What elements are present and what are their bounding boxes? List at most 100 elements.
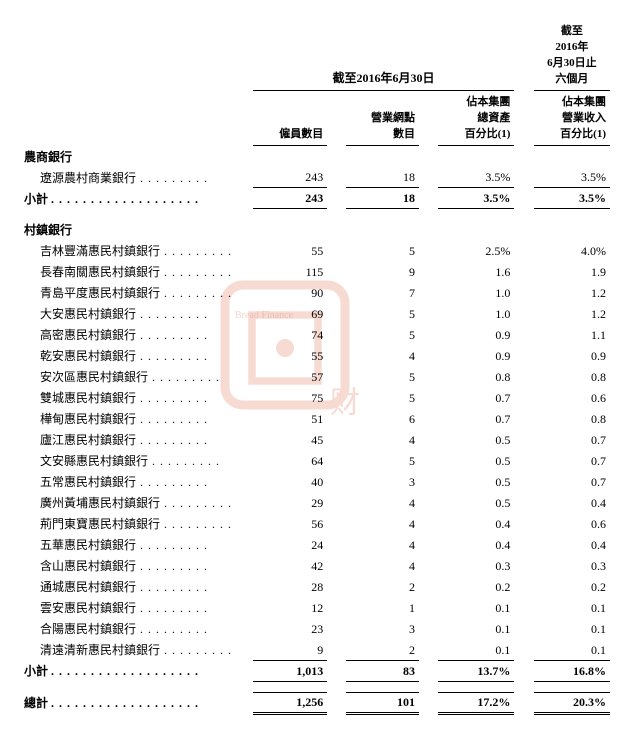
table-row: 雙城惠民村鎮銀行 . . . . . . . . . 75 5 0.7 0.6 bbox=[20, 387, 610, 408]
cell-v4: 0.1 bbox=[534, 618, 610, 639]
cell-v4: 0.4 bbox=[534, 492, 610, 513]
col3-header: 佔本集團總資產百分比(1) bbox=[438, 91, 514, 146]
row-label: 廬江惠民村鎮銀行 . . . . . . . . . bbox=[20, 429, 253, 450]
cell-v4: 0.9 bbox=[534, 345, 610, 366]
cell-v2: 4 bbox=[346, 492, 418, 513]
row-label: 雙城惠民村鎮銀行 . . . . . . . . . bbox=[20, 387, 253, 408]
table-row: 樺甸惠民村鎮銀行 . . . . . . . . . 51 6 0.7 0.8 bbox=[20, 408, 610, 429]
row-label: 廣州黃埔惠民村鎮銀行 . . . . . . . . . bbox=[20, 492, 253, 513]
cell-v1: 55 bbox=[253, 240, 328, 261]
cell-v1: 243 bbox=[253, 167, 328, 188]
table-row: 長春南關惠民村鎮銀行 . . . . . . . . . 115 9 1.6 1… bbox=[20, 261, 610, 282]
cell-v3: 0.4 bbox=[438, 513, 514, 534]
cell-v2: 4 bbox=[346, 555, 418, 576]
cell-v2: 5 bbox=[346, 387, 418, 408]
row-label: 五華惠民村鎮銀行 . . . . . . . . . bbox=[20, 534, 253, 555]
subtotal-label: 總計 . . . . . . . . . . . . . . . . . . . bbox=[20, 692, 253, 713]
cell-v3: 1.0 bbox=[438, 282, 514, 303]
cell-v1: 24 bbox=[253, 534, 328, 555]
cell-v2: 5 bbox=[346, 303, 418, 324]
cell-v1: 29 bbox=[253, 492, 328, 513]
table-row: 含山惠民村鎮銀行 . . . . . . . . . 42 4 0.3 0.3 bbox=[20, 555, 610, 576]
cell-v2: 3 bbox=[346, 471, 418, 492]
cell-v1: 51 bbox=[253, 408, 328, 429]
cell-v1: 56 bbox=[253, 513, 328, 534]
table-row: 高密惠民村鎮銀行 . . . . . . . . . 74 5 0.9 1.1 bbox=[20, 324, 610, 345]
cell-v3: 1.6 bbox=[438, 261, 514, 282]
cell-v2: 2 bbox=[346, 576, 418, 597]
cell-v4: 1.9 bbox=[534, 261, 610, 282]
row-label: 文安縣惠民村鎮銀行 . . . . . . . . . bbox=[20, 450, 253, 471]
subtotal-label: 小計 . . . . . . . . . . . . . . . . . . . bbox=[20, 660, 253, 681]
cell-v4: 0.3 bbox=[534, 555, 610, 576]
row-label: 吉林豐滿惠民村鎮銀行 . . . . . . . . . bbox=[20, 240, 253, 261]
cell-v4: 0.7 bbox=[534, 450, 610, 471]
cell-v1: 23 bbox=[253, 618, 328, 639]
cell-v3: 3.5% bbox=[438, 167, 514, 188]
cell-v4: 0.6 bbox=[534, 387, 610, 408]
row-label: 雲安惠民村鎮銀行 . . . . . . . . . bbox=[20, 597, 253, 618]
table-row: 雲安惠民村鎮銀行 . . . . . . . . . 12 1 0.1 0.1 bbox=[20, 597, 610, 618]
table-row: 大安惠民村鎮銀行 . . . . . . . . . 69 5 1.0 1.2 bbox=[20, 303, 610, 324]
table-row: 安次區惠民村鎮銀行 . . . . . . . . . 57 5 0.8 0.8 bbox=[20, 366, 610, 387]
table-row: 吉林豐滿惠民村鎮銀行 . . . . . . . . . 55 5 2.5% 4… bbox=[20, 240, 610, 261]
cell-v2: 4 bbox=[346, 345, 418, 366]
table-row: 合陽惠民村鎮銀行 . . . . . . . . . 23 3 0.1 0.1 bbox=[20, 618, 610, 639]
cell-v2: 9 bbox=[346, 261, 418, 282]
cell-v2: 1 bbox=[346, 597, 418, 618]
table-row: 乾安惠民村鎮銀行 . . . . . . . . . 55 4 0.9 0.9 bbox=[20, 345, 610, 366]
cell-v3: 0.9 bbox=[438, 324, 514, 345]
cell-v3: 0.2 bbox=[438, 576, 514, 597]
row-label: 五常惠民村鎮銀行 . . . . . . . . . bbox=[20, 471, 253, 492]
col4-header: 佔本集團營業收入百分比(1) bbox=[534, 91, 610, 146]
cell-v4: 1.2 bbox=[534, 282, 610, 303]
cell-v1: 55 bbox=[253, 345, 328, 366]
cell-v1: 75 bbox=[253, 387, 328, 408]
cell-v2: 18 bbox=[346, 167, 418, 188]
table-row: 五常惠民村鎮銀行 . . . . . . . . . 40 3 0.5 0.7 bbox=[20, 471, 610, 492]
subtotal-label: 小計 . . . . . . . . . . . . . . . . . . . bbox=[20, 188, 253, 209]
cell-v3: 0.5 bbox=[438, 429, 514, 450]
cell-v3: 0.1 bbox=[438, 639, 514, 660]
table-row: 五華惠民村鎮銀行 . . . . . . . . . 24 4 0.4 0.4 bbox=[20, 534, 610, 555]
cell-v4: 0.7 bbox=[534, 471, 610, 492]
row-label: 乾安惠民村鎮銀行 . . . . . . . . . bbox=[20, 345, 253, 366]
cell-v4: 0.8 bbox=[534, 408, 610, 429]
section-title: 農商銀行 bbox=[20, 146, 253, 167]
cell-v1: 90 bbox=[253, 282, 328, 303]
table-row: 荊門東寶惠民村鎮銀行 . . . . . . . . . 56 4 0.4 0.… bbox=[20, 513, 610, 534]
table-row: 青島平度惠民村鎮銀行 . . . . . . . . . 90 7 1.0 1.… bbox=[20, 282, 610, 303]
cell-v3: 0.9 bbox=[438, 345, 514, 366]
cell-v1: 69 bbox=[253, 303, 328, 324]
cell-v2: 4 bbox=[346, 513, 418, 534]
cell-v4: 1.1 bbox=[534, 324, 610, 345]
cell-v3: 0.5 bbox=[438, 492, 514, 513]
cell-v2: 5 bbox=[346, 366, 418, 387]
cell-v1: 12 bbox=[253, 597, 328, 618]
row-label: 清遠清新惠民村鎮銀行 . . . . . . . . . bbox=[20, 639, 253, 660]
cell-v2: 3 bbox=[346, 618, 418, 639]
section-title: 村鎮銀行 bbox=[20, 219, 253, 240]
cell-v4: 4.0% bbox=[534, 240, 610, 261]
cell-v1: 74 bbox=[253, 324, 328, 345]
period1-header: 截至2016年6月30日 bbox=[253, 20, 515, 91]
cell-v3: 2.5% bbox=[438, 240, 514, 261]
table-row: 通城惠民村鎮銀行 . . . . . . . . . 28 2 0.2 0.2 bbox=[20, 576, 610, 597]
subtotal-row: 小計 . . . . . . . . . . . . . . . . . . .… bbox=[20, 660, 610, 681]
cell-v4: 0.4 bbox=[534, 534, 610, 555]
cell-v1: 45 bbox=[253, 429, 328, 450]
financial-table: 截至2016年6月30日 截至 2016年 6月30日止 六個月 僱員數目 營業… bbox=[20, 20, 610, 715]
cell-v2: 4 bbox=[346, 534, 418, 555]
cell-v3: 0.4 bbox=[438, 534, 514, 555]
table-row: 文安縣惠民村鎮銀行 . . . . . . . . . 64 5 0.5 0.7 bbox=[20, 450, 610, 471]
cell-v3: 0.5 bbox=[438, 450, 514, 471]
cell-v2: 5 bbox=[346, 450, 418, 471]
cell-v4: 0.7 bbox=[534, 429, 610, 450]
subtotal-row: 小計 . . . . . . . . . . . . . . . . . . .… bbox=[20, 188, 610, 209]
cell-v3: 0.7 bbox=[438, 408, 514, 429]
period2-header: 截至 2016年 6月30日止 六個月 bbox=[534, 20, 610, 91]
table-row: 廬江惠民村鎮銀行 . . . . . . . . . 45 4 0.5 0.7 bbox=[20, 429, 610, 450]
cell-v2: 7 bbox=[346, 282, 418, 303]
table-row: 遼源農村商業銀行 . . . . . . . . . 243 18 3.5% 3… bbox=[20, 167, 610, 188]
row-label: 合陽惠民村鎮銀行 . . . . . . . . . bbox=[20, 618, 253, 639]
